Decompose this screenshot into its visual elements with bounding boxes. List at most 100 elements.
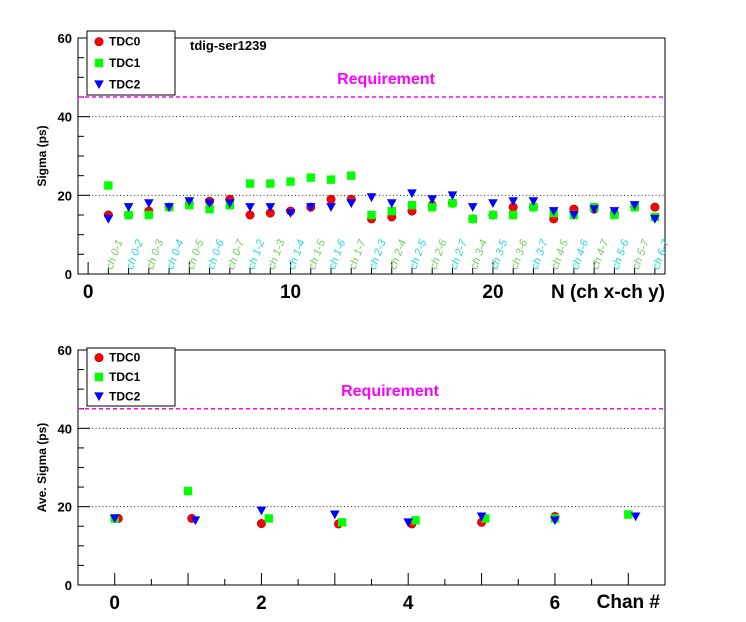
x-axis-label: Chan #: [597, 592, 661, 613]
data-point-tdc1: [468, 214, 477, 224]
data-point-tdc2: [569, 211, 579, 220]
data-point-tdc1: [306, 173, 315, 182]
x-tick-label: 20: [482, 282, 503, 303]
data-point-tdc2: [285, 209, 296, 218]
data-point-tdc1: [428, 202, 437, 212]
data-point-tdc2: [103, 214, 114, 224]
channel-label: ch 0-5: [185, 237, 207, 271]
data-point-tdc2: [589, 205, 599, 214]
y-axis-label: Sigma (ps): [35, 125, 49, 186]
channel-label: ch 3-6: [509, 237, 531, 271]
legend-marker-tdc0: [94, 37, 104, 47]
x-tick-label: 0: [109, 593, 120, 614]
legend-marker-tdc2: [94, 80, 104, 90]
data-point-tdc1: [245, 179, 255, 188]
data-point-tdc2: [330, 510, 340, 520]
data-point-tdc1: [286, 177, 295, 186]
legend-label: TDC0: [109, 35, 141, 49]
x-tick-label: 2: [256, 593, 267, 614]
x-tick-label: 10: [280, 282, 301, 303]
data-point-tdc2: [144, 199, 154, 208]
data-point-tdc1: [508, 210, 518, 220]
data-point-tdc0: [650, 202, 660, 212]
legend-label: TDC2: [109, 389, 141, 403]
y-tick-label: 40: [58, 421, 72, 436]
x-tick-label: 6: [550, 593, 561, 614]
channel-label: ch 2-7: [448, 237, 470, 271]
data-point-tdc1: [104, 181, 113, 190]
data-point-tdc1: [205, 204, 214, 214]
legend-marker-tdc1: [94, 372, 104, 382]
data-point-tdc1: [347, 171, 356, 180]
legend: TDC0 TDC1 TDC2: [86, 30, 176, 96]
data-point-tdc2: [256, 506, 267, 516]
legend-marker-tdc1: [94, 58, 104, 68]
channel-label: ch 2-4: [387, 238, 409, 271]
channel-label: ch 1-5: [306, 237, 328, 271]
data-point-tdc2: [366, 193, 377, 203]
channel-label: ch 0-2: [124, 238, 146, 271]
channel-label: ch 1-7: [347, 237, 369, 271]
data-point-tdc1: [529, 202, 538, 212]
data-point-tdc1: [411, 516, 420, 525]
data-point-tdc2: [476, 512, 487, 522]
data-point-tdc2: [488, 199, 498, 208]
y-tick-label: 40: [58, 110, 72, 125]
y-axis-label: Ave. Sigma (ps): [35, 423, 49, 513]
data-point-tdc1: [337, 518, 347, 527]
channel-label: ch 2-5: [408, 237, 430, 271]
y-tick-label: 60: [58, 31, 72, 46]
legend: TDC0 TDC1 TDC2: [86, 347, 176, 407]
channel-label: ch 6-7: [650, 237, 672, 271]
data-point-tdc2: [225, 199, 235, 208]
data-point-tdc2: [403, 518, 413, 528]
channel-label: ch 5-7: [630, 237, 652, 271]
chart-1: 0 20 40 60 0 10 20 N (ch x-ch y) Sigma (ps) Requi…: [35, 30, 672, 303]
data-point-tdc2: [447, 191, 458, 201]
y-tick-label: 0: [65, 578, 72, 593]
data-point-tdc2: [548, 207, 559, 216]
data-point-tdc2: [508, 197, 518, 207]
data-point-tdc2: [386, 199, 397, 208]
data-point-tdc2: [184, 197, 195, 207]
y-tick-label: 20: [58, 188, 72, 203]
channel-label: ch 4-7: [590, 237, 612, 271]
data-point-tdc1: [264, 514, 273, 523]
data-point-tdc2: [245, 203, 255, 212]
data-point-tdc2: [427, 195, 438, 205]
data-point-tdc1: [387, 206, 396, 216]
channel-label: ch 1-3: [266, 237, 288, 271]
y-tick-label: 0: [65, 267, 72, 282]
channel-label: ch 0-6: [205, 237, 227, 271]
data-point-tdc1: [624, 510, 633, 519]
channel-label: ch 2-6: [428, 237, 450, 271]
series-tdc2: [109, 506, 641, 528]
channel-label: ch 1-6: [327, 237, 349, 271]
chart-2: 0 20 40 60 0 2 4 6 Chan # Ave. Sigma (ps) Requirem…: [35, 343, 666, 614]
channel-label: ch 3-4: [468, 238, 490, 271]
channel-label: ch 0-4: [165, 238, 187, 271]
data-point-tdc2: [109, 514, 120, 524]
data-point-tdc2: [265, 203, 276, 212]
legend-label: TDC0: [109, 351, 141, 365]
legend-label: TDC1: [109, 370, 141, 384]
figure-annotation: tdig-ser1239: [190, 38, 267, 53]
data-point-tdc2: [467, 203, 478, 212]
data-point-tdc2: [630, 512, 641, 522]
legend-marker-tdc0: [94, 353, 104, 363]
x-axis-label: N (ch x-ch y): [551, 282, 665, 303]
data-point-tdc2: [346, 199, 357, 208]
series-tdc2: [103, 189, 660, 224]
channel-label: ch 5-6: [610, 237, 632, 271]
channel-label: ch 2-3: [367, 237, 389, 271]
data-point-tdc1: [326, 175, 336, 184]
requirement-label: Requirement: [337, 71, 435, 88]
channel-label: ch 3-7: [529, 237, 551, 271]
data-point-tdc1: [367, 210, 376, 220]
channel-label: ch 1-4: [286, 238, 308, 271]
data-point-tdc1: [183, 486, 193, 496]
data-point-tdc1: [407, 200, 417, 210]
channel-label: ch 3-5: [488, 237, 510, 271]
data-point-tdc2: [204, 199, 215, 208]
